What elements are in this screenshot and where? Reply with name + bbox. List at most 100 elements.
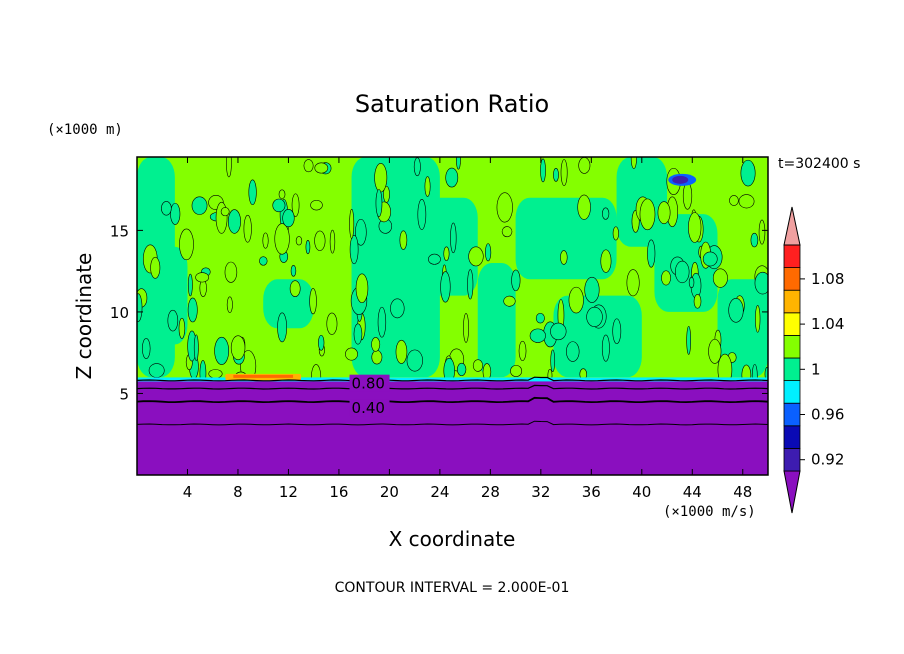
- texture-blob: [729, 195, 739, 206]
- texture-blob: [179, 228, 194, 261]
- x-tick-label: 36: [582, 483, 601, 501]
- texture-blob: [390, 298, 405, 319]
- texture-blob: [259, 256, 268, 266]
- texture-blob: [148, 363, 165, 378]
- x-tick-label: 4: [183, 483, 193, 501]
- texture-blob: [577, 194, 591, 220]
- texture-blob: [170, 202, 181, 225]
- colorbar-band: [783, 447, 801, 472]
- texture-blob: [728, 298, 744, 323]
- x-unit-label: (×1000 m/s): [663, 504, 756, 520]
- texture-blob: [553, 167, 559, 182]
- texture-blob: [518, 340, 527, 361]
- texture-blob: [568, 286, 584, 314]
- texture-blob: [688, 212, 702, 243]
- contour-line: [137, 376, 768, 382]
- texture-blob: [150, 256, 161, 279]
- texture-blob: [178, 317, 186, 339]
- texture-blob: [693, 294, 702, 309]
- contour-line: [137, 384, 768, 390]
- x-tick-label: 48: [733, 483, 752, 501]
- texture-blob: [529, 328, 546, 343]
- texture-blob: [278, 189, 286, 200]
- texture-blob: [349, 208, 355, 239]
- texture-blob: [309, 288, 317, 315]
- contour-lines: [137, 376, 768, 426]
- texture-blob: [137, 293, 143, 322]
- colorbar-band: [783, 289, 801, 314]
- texture-blob: [141, 338, 151, 359]
- texture-blob: [740, 159, 756, 187]
- texture-blob: [295, 236, 303, 246]
- texture-blob: [511, 269, 521, 292]
- contour-label: 0.40: [352, 399, 385, 417]
- texture-blob: [755, 305, 761, 333]
- texture-blob: [586, 306, 603, 327]
- feature-warm-core: [233, 374, 294, 378]
- texture-blob: [456, 362, 467, 376]
- texture-blob: [485, 243, 492, 262]
- texture-blob: [501, 226, 513, 238]
- texture-blob: [262, 232, 269, 249]
- contour-label-bg: [349, 374, 390, 392]
- texture-blob: [467, 269, 474, 300]
- contour-line: [137, 396, 768, 404]
- colorbar-tick-label: 1: [811, 360, 821, 378]
- texture-blob: [167, 309, 179, 332]
- colorbar-tick-label: 0.96: [811, 406, 844, 424]
- texture-blob: [674, 260, 690, 284]
- contour-label-bg: [349, 399, 390, 417]
- x-axis-label: X coordinate: [389, 527, 516, 551]
- texture-blob: [540, 158, 546, 183]
- texture-blob: [305, 240, 311, 255]
- texture-blob: [248, 179, 257, 206]
- colorbar-arrow-low: [783, 470, 801, 514]
- texture-blob: [702, 251, 718, 267]
- colorbar-band: [783, 380, 801, 404]
- texture-blob: [383, 185, 390, 203]
- texture-blob: [450, 222, 457, 254]
- colorbar-band: [783, 357, 801, 382]
- texture-blob: [647, 239, 656, 268]
- texture-blob: [220, 207, 230, 217]
- texture-blob: [318, 334, 325, 351]
- colorbar-band: [783, 425, 801, 449]
- x-tick-label: 20: [380, 483, 399, 501]
- time-label: t=302400 s: [778, 156, 860, 172]
- colorbar-arrow-high: [783, 206, 801, 246]
- y-tick-label: 10: [110, 304, 129, 322]
- texture-blob: [310, 199, 323, 211]
- texture-blob: [602, 207, 610, 220]
- texture-blob: [191, 196, 208, 215]
- colorbar-tick-label: 1.04: [811, 315, 844, 333]
- texture-blob: [612, 318, 622, 344]
- texture-blob: [440, 271, 451, 303]
- texture-blob: [686, 325, 692, 355]
- plot-frame: [136, 156, 769, 476]
- texture-blob: [456, 157, 461, 170]
- texture-blob: [274, 223, 290, 255]
- texture-blob: [601, 334, 610, 362]
- texture-blob: [443, 246, 450, 261]
- texture-blob: [560, 159, 568, 186]
- texture-blob: [243, 214, 252, 243]
- texture-blob: [290, 265, 297, 277]
- x-tick-label: 32: [531, 483, 550, 501]
- colorbar-tick-label: 1.08: [811, 270, 844, 288]
- texture-blob: [374, 162, 388, 193]
- texture-blob: [413, 157, 421, 177]
- texture-blob: [224, 261, 238, 283]
- texture-blob: [750, 232, 759, 248]
- texture-blob: [503, 295, 516, 307]
- x-ticks: 4 8 12 16 20 24 28 32 36 40 44 48: [183, 157, 752, 501]
- texture-blob: [399, 230, 408, 250]
- texture-blob: [272, 198, 286, 213]
- texture-blob: [424, 176, 431, 197]
- texture-blob: [161, 201, 172, 216]
- y-unit-label: (×1000 m): [47, 122, 123, 138]
- texture-patch: [477, 263, 516, 378]
- texture-blob: [355, 273, 369, 304]
- y-axis-label: Z coordinate: [72, 253, 96, 380]
- texture-blob: [657, 201, 671, 225]
- texture-blob: [215, 201, 228, 234]
